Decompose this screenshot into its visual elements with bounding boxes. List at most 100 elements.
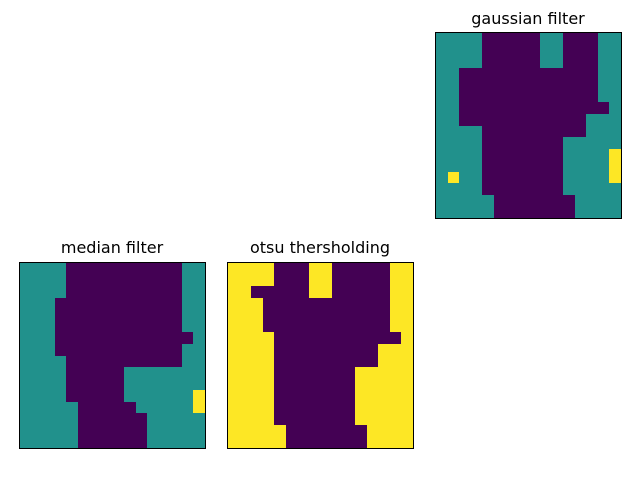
heatmap-cell-r11-c8	[113, 390, 124, 402]
heatmap-cell-r9-c9	[124, 367, 136, 379]
heatmap-cell-r2-c5	[78, 286, 89, 298]
heatmap-cell-r11-c11	[355, 390, 367, 402]
heatmap-cell-r2-c13	[378, 286, 390, 298]
heatmap-cell-r0-c0	[436, 33, 448, 45]
heatmap-cell-r10-c6	[297, 379, 309, 390]
heatmap-cell-r2-c8	[321, 286, 332, 298]
heatmap-cell-r15-c7	[309, 436, 321, 448]
heatmap-cell-r10-c13	[378, 379, 390, 390]
heatmap-cell-r3-c1	[448, 68, 459, 79]
heatmap-cell-r10-c8	[529, 149, 540, 160]
heatmap-cell-r0-c7	[101, 263, 113, 275]
heatmap-cell-r12-c11	[147, 402, 159, 413]
heatmap-cell-r14-c6	[89, 425, 101, 436]
heatmap-cell-r12-c7	[101, 402, 113, 413]
heatmap-cell-r5-c1	[32, 321, 43, 332]
heatmap-cell-r9-c8	[529, 137, 540, 149]
heatmap-cell-r11-c9	[124, 390, 136, 402]
heatmap-cell-r14-c9	[540, 195, 552, 206]
heatmap-cell-r11-c10	[136, 390, 147, 402]
heatmap-cell-r9-c2	[43, 367, 55, 379]
heatmap-cell-r15-c4	[66, 436, 78, 448]
heatmap-cell-r7-c11	[355, 344, 367, 356]
heatmap-cell-r7-c6	[89, 344, 101, 356]
heatmap-cell-r15-c15	[401, 436, 413, 448]
heatmap-cell-r4-c11	[147, 309, 159, 321]
heatmap-cell-r13-c14	[390, 413, 401, 425]
heatmap-cell-r3-c13	[378, 298, 390, 309]
heatmap-cell-r7-c2	[251, 344, 263, 356]
heatmap-cell-r9-c10	[136, 367, 147, 379]
heatmap-cell-r14-c5	[78, 425, 89, 436]
heatmap-cell-r1-c11	[563, 45, 575, 56]
heatmap-cell-r9-c12	[575, 137, 586, 149]
heatmap-cell-r6-c10	[344, 332, 355, 344]
heatmap-cell-r6-c7	[101, 332, 113, 344]
heatmap-cell-r8-c14	[598, 126, 609, 137]
heatmap-cell-r7-c12	[367, 344, 378, 356]
heatmap-cell-r3-c15	[401, 298, 413, 309]
heatmap-cell-r1-c4	[66, 275, 78, 286]
heatmap-cell-r2-c2	[43, 286, 55, 298]
heatmap-cell-r6-c8	[529, 102, 540, 114]
heatmap-cell-r12-c9	[124, 402, 136, 413]
heatmap-cell-r6-c9	[332, 332, 344, 344]
heatmap-cell-r8-c12	[159, 356, 170, 367]
heatmap-cell-r5-c6	[505, 91, 517, 102]
heatmap-cell-r15-c9	[124, 436, 136, 448]
heatmap-cell-r4-c10	[136, 309, 147, 321]
heatmap-cell-r4-c14	[182, 309, 193, 321]
heatmap-cell-r8-c1	[32, 356, 43, 367]
heatmap-cell-r14-c14	[182, 425, 193, 436]
title-median-filter: median filter	[61, 238, 164, 257]
heatmap-cell-r6-c11	[147, 332, 159, 344]
heatmap-cell-r0-c15	[609, 33, 621, 45]
heatmap-cell-r5-c3	[471, 91, 482, 102]
heatmap-cell-r12-c1	[240, 402, 251, 413]
heatmap-cell-r7-c13	[586, 114, 598, 126]
heatmap-cell-r7-c9	[124, 344, 136, 356]
heatmap-cell-r1-c12	[575, 45, 586, 56]
heatmap-cell-r13-c13	[378, 413, 390, 425]
heatmap-cell-r14-c12	[575, 195, 586, 206]
panel-median-filter: median filter	[19, 238, 206, 449]
heatmap-cell-r10-c0	[228, 379, 240, 390]
heatmap-cell-r7-c0	[228, 344, 240, 356]
heatmap-cell-r7-c5	[286, 344, 297, 356]
heatmap-cell-r11-c3	[263, 390, 274, 402]
heatmap-cell-r3-c3	[55, 298, 66, 309]
heatmap-cell-r9-c12	[367, 367, 378, 379]
heatmap-cell-r13-c15	[609, 183, 621, 195]
heatmap-cell-r6-c8	[113, 332, 124, 344]
heatmap-cell-r6-c9	[124, 332, 136, 344]
heatmap-cell-r0-c8	[113, 263, 124, 275]
heatmap-cell-r1-c12	[367, 275, 378, 286]
heatmap-cell-r11-c12	[367, 390, 378, 402]
heatmap-cell-r9-c9	[332, 367, 344, 379]
heatmap-cell-r1-c1	[240, 275, 251, 286]
heatmap-cell-r8-c8	[321, 356, 332, 367]
heatmap-cell-r2-c5	[286, 286, 297, 298]
heatmap-cell-r12-c4	[482, 172, 494, 183]
heatmap-cell-r14-c15	[401, 425, 413, 436]
heatmap-cell-r4-c12	[575, 79, 586, 91]
heatmap-cell-r12-c0	[20, 402, 32, 413]
heatmap-cell-r3-c8	[321, 298, 332, 309]
heatmap-cell-r13-c11	[563, 183, 575, 195]
heatmap-cell-r15-c1	[240, 436, 251, 448]
heatmap-cell-r12-c13	[586, 172, 598, 183]
heatmap-cell-r8-c10	[136, 356, 147, 367]
heatmap-cell-r15-c7	[101, 436, 113, 448]
heatmap-cell-r7-c1	[240, 344, 251, 356]
heatmap-cell-r12-c2	[459, 172, 471, 183]
heatmap-cell-r11-c1	[240, 390, 251, 402]
heatmap-cell-r11-c14	[598, 160, 609, 172]
heatmap-cell-r14-c14	[390, 425, 401, 436]
heatmap-cell-r13-c10	[344, 413, 355, 425]
heatmap-cell-r10-c13	[586, 149, 598, 160]
heatmap-cell-r14-c15	[193, 425, 205, 436]
heatmap-cell-r14-c13	[586, 195, 598, 206]
heatmap-cell-r0-c2	[459, 33, 471, 45]
heatmap-cell-r1-c13	[170, 275, 182, 286]
heatmap-cell-r11-c8	[529, 160, 540, 172]
